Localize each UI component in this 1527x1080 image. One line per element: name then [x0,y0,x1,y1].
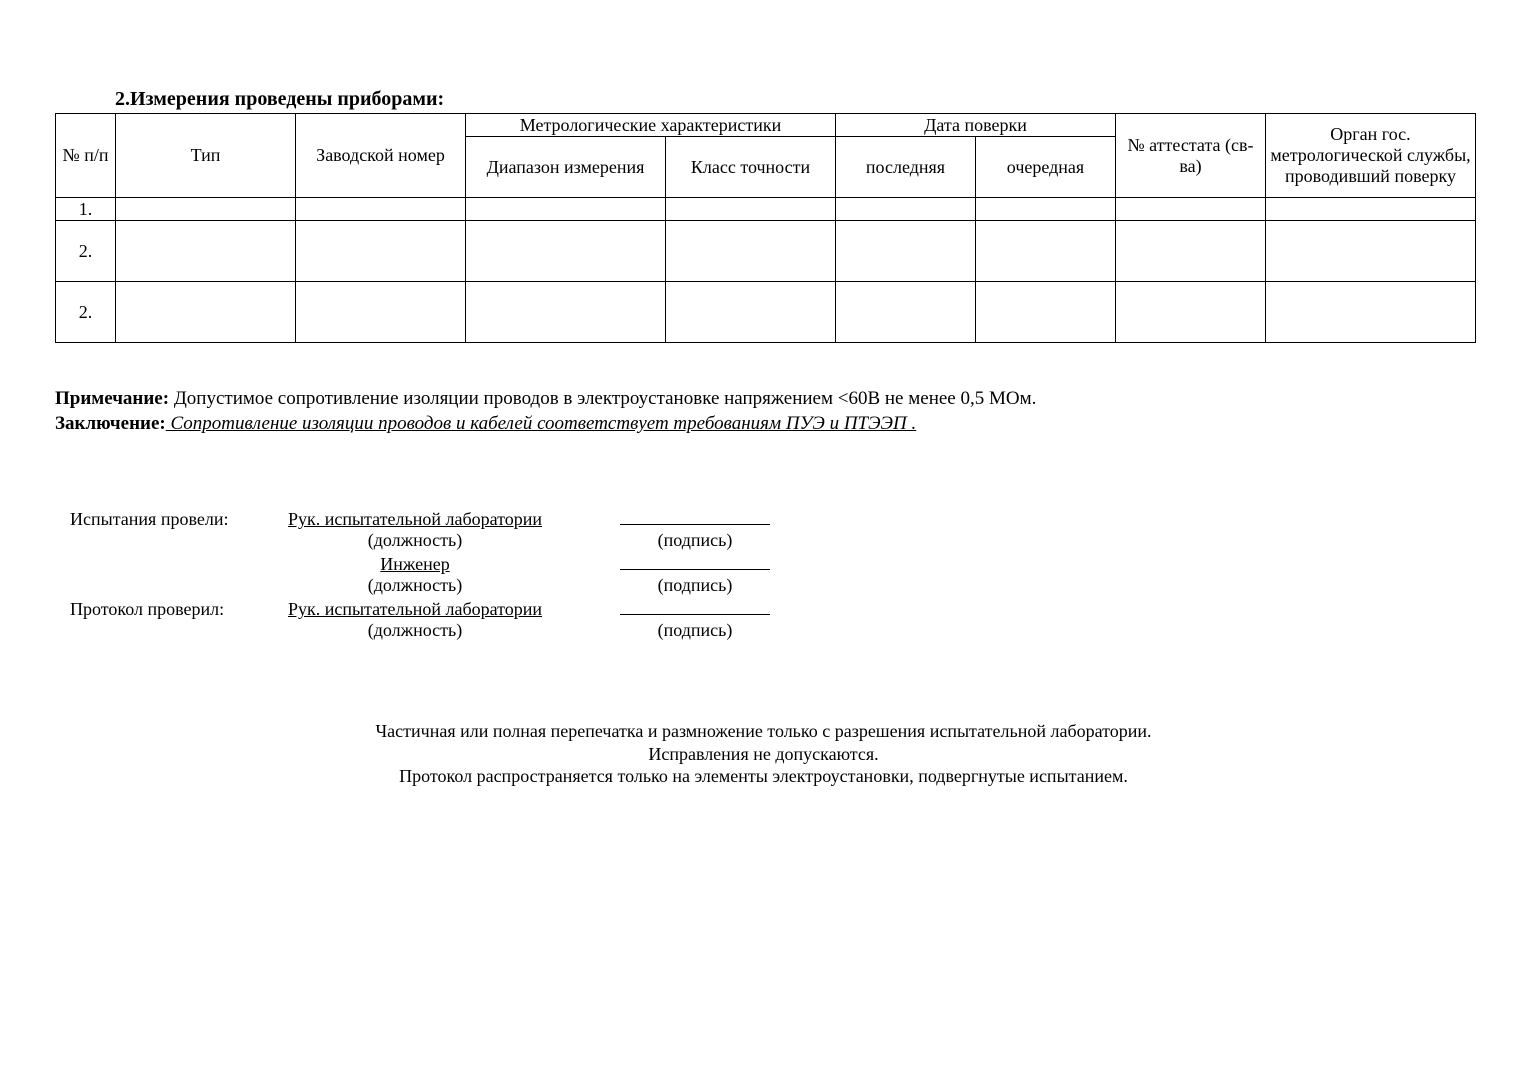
role-sub: (должность) [255,620,575,641]
signature-sub-row: (должность) (подпись) [55,620,1472,641]
table-row: 2. [56,282,1476,343]
signature-row: Испытания провели: Рук. испытательной ла… [55,506,1472,530]
cell-last [836,221,976,282]
document-page: 2.Измерения проведены приборами: № п/п Т… [0,0,1527,1080]
sign-sub: (подпись) [615,530,775,551]
footer-line: Протокол распространяется только на элем… [0,765,1527,788]
col-np: № п/п [56,114,116,198]
cell-last [836,282,976,343]
signature-sub-row: (должность) (подпись) [55,530,1472,551]
cell-next [976,221,1116,282]
tested-label: Испытания провели: [55,509,255,530]
table-row: 1. [56,198,1476,221]
note-text: Допустимое сопротивление изоляции провод… [169,388,1036,409]
col-verifdate: Дата поверки [836,114,1116,137]
cell-range [466,221,666,282]
cell-type [116,198,296,221]
col-cert: № аттестата (св-ва) [1116,114,1266,198]
footer-notes: Частичная или полная перепечатка и размн… [0,720,1527,788]
role-sub: (должность) [255,575,575,596]
signature-row: Протокол проверил: Рук. испытательной ла… [55,596,1472,620]
notes-block: Примечание: Допустимое сопротивление изо… [55,387,1472,436]
role-engineer: Инженер [380,554,449,574]
role-head: Рук. испытательной лаборатории [288,509,542,529]
footer-line: Исправления не допускаются. [0,743,1527,766]
signature-sub-row: (должность) (подпись) [55,575,1472,596]
cell-serial [296,221,466,282]
col-accuracy: Класс точности [666,137,836,198]
cell-cert [1116,221,1266,282]
cell-accuracy [666,221,836,282]
signature-line [620,506,770,525]
signature-row: Инженер [55,551,1472,575]
col-next: очередная [976,137,1116,198]
footer-line: Частичная или полная перепечатка и размн… [0,720,1527,743]
role-head: Рук. испытательной лаборатории [288,599,542,619]
col-range: Диапазон измерения [466,137,666,198]
cell-cert [1116,282,1266,343]
cell-accuracy [666,282,836,343]
signature-line [620,551,770,570]
cell-body [1266,282,1476,343]
cell-next [976,198,1116,221]
cell-type [116,221,296,282]
table-row: 2. [56,221,1476,282]
cell-last [836,198,976,221]
role-sub: (должность) [255,530,575,551]
col-serial: Заводской номер [296,114,466,198]
cell-body [1266,198,1476,221]
table-header-row: № п/п Тип Заводской номер Метрологически… [56,114,1476,137]
conclusion-line: Заключение: Сопротивление изоляции прово… [55,412,1472,437]
checked-label: Протокол проверил: [55,599,255,620]
cell-serial [296,282,466,343]
cell-next [976,282,1116,343]
instruments-table: № п/п Тип Заводской номер Метрологически… [55,113,1476,343]
cell-np: 2. [56,282,116,343]
conclusion-text: Сопротивление изоляции проводов и кабеле… [166,413,916,434]
conclusion-label: Заключение: [55,413,166,434]
cell-range [466,282,666,343]
cell-cert [1116,198,1266,221]
note-line: Примечание: Допустимое сопротивление изо… [55,387,1472,412]
cell-np: 1. [56,198,116,221]
signature-line [620,596,770,615]
signatures-block: Испытания провели: Рук. испытательной ла… [55,506,1472,641]
section-heading: 2.Измерения проведены приборами: [115,88,1472,111]
col-metrology: Метрологические характеристики [466,114,836,137]
cell-serial [296,198,466,221]
sign-sub: (подпись) [615,620,775,641]
note-label: Примечание: [55,388,169,409]
col-type: Тип [116,114,296,198]
cell-np: 2. [56,221,116,282]
cell-type [116,282,296,343]
sign-sub: (подпись) [615,575,775,596]
cell-body [1266,221,1476,282]
col-body: Орган гос. метрологической службы, прово… [1266,114,1476,198]
col-last: последняя [836,137,976,198]
cell-accuracy [666,198,836,221]
cell-range [466,198,666,221]
